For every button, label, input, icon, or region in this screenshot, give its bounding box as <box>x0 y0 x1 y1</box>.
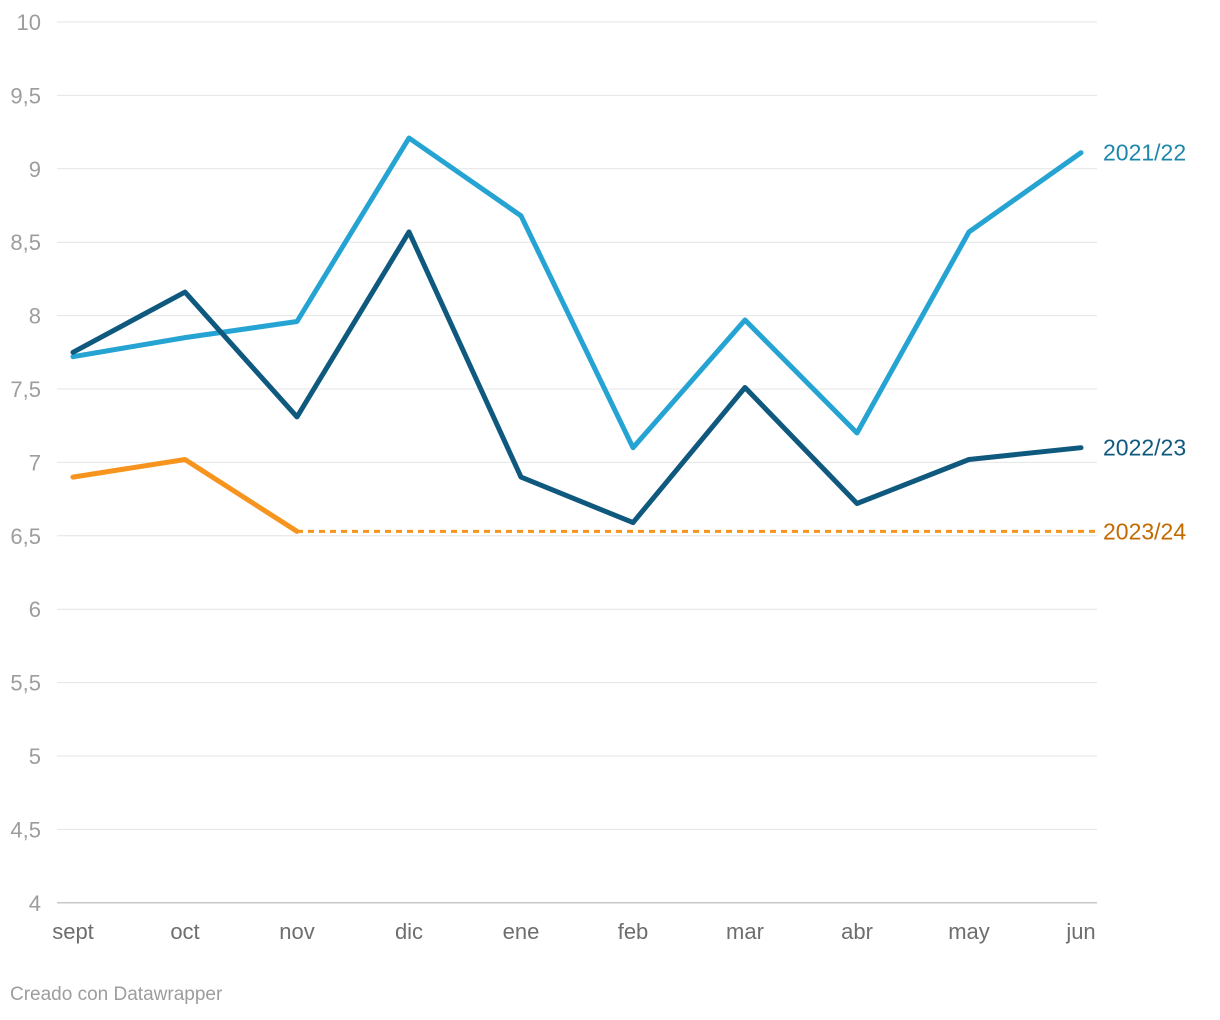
y-tick-label: 5 <box>29 744 41 769</box>
y-tick-label: 8 <box>29 304 41 329</box>
y-tick-label: 9,5 <box>10 83 41 108</box>
line-chart: 10 9,5 9 8,5 8 7,5 7 6,5 6 5,5 5 4,5 4 sept oct nov dic e… <box>10 10 1186 944</box>
y-tick-label: 10 <box>17 10 41 35</box>
y-tick-label: 5,5 <box>10 671 41 696</box>
series-line-2022-23 <box>70 229 1084 526</box>
x-tick-label: mar <box>726 919 764 944</box>
x-tick-label: may <box>948 919 990 944</box>
y-tick-label: 6 <box>29 597 41 622</box>
series-label-2023-24: 2023/24 <box>1103 518 1186 544</box>
y-tick-label: 8,5 <box>10 230 41 255</box>
series-line-2021-22 <box>70 135 1084 451</box>
y-tick-label: 6,5 <box>10 524 41 549</box>
x-tick-label: feb <box>618 919 649 944</box>
x-tick-label: oct <box>170 919 199 944</box>
y-tick-label: 7 <box>29 450 41 475</box>
x-tick-label: nov <box>279 919 314 944</box>
y-tick-label: 4 <box>29 891 41 916</box>
x-tick-label: jun <box>1065 919 1095 944</box>
x-tick-label: sept <box>52 919 94 944</box>
y-tick-label: 7,5 <box>10 377 41 402</box>
y-tick-label: 4,5 <box>10 817 41 842</box>
x-tick-label: dic <box>395 919 423 944</box>
y-tick-label: 9 <box>29 157 41 182</box>
x-tick-label: ene <box>503 919 540 944</box>
series-label-2022-23: 2022/23 <box>1103 435 1186 461</box>
series-label-2021-22: 2021/22 <box>1103 140 1186 166</box>
datawrapper-attribution[interactable]: Creado con Datawrapper <box>10 984 223 1005</box>
x-tick-label: abr <box>841 919 873 944</box>
series-line-2023-24 <box>70 457 300 534</box>
